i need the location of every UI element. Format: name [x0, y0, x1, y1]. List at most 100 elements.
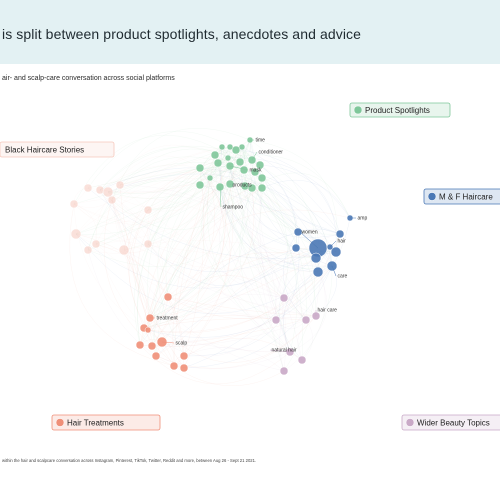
- network-edge: [147, 240, 333, 267]
- network-edge: [229, 183, 315, 372]
- hair-treatments-node: [169, 361, 179, 371]
- network-edge: [107, 155, 221, 193]
- network-edge: [95, 157, 229, 245]
- network-edge: [147, 161, 241, 212]
- network-edge: [147, 146, 223, 331]
- network-edge: [99, 162, 256, 191]
- network-edge: [107, 190, 307, 321]
- cluster-label: M & F Haircare: [439, 193, 493, 202]
- m-f-haircare-node: [310, 252, 322, 264]
- hair-treatments-node: [147, 341, 157, 351]
- network-edge: [199, 167, 277, 321]
- network-edge: [75, 139, 251, 235]
- term-leader-line: [229, 165, 249, 171]
- network-edge: [155, 167, 231, 357]
- network-edge: [259, 164, 333, 361]
- network-edge: [161, 183, 231, 343]
- footnote: within the hair and scalpcare conversati…: [2, 458, 257, 463]
- network-edge: [167, 296, 317, 319]
- network-edge: [119, 148, 263, 186]
- network-edge: [155, 315, 317, 369]
- term-label: shampoo: [223, 205, 244, 211]
- network-edge: [201, 146, 277, 321]
- product-spotlights-node: [206, 174, 214, 182]
- network-edge: [75, 233, 319, 289]
- network-edge: [239, 161, 285, 299]
- network-edge: [161, 319, 277, 343]
- network-edge: [259, 177, 307, 321]
- network-edge: [183, 247, 319, 369]
- network-edge: [123, 175, 246, 251]
- network-edge: [75, 157, 229, 235]
- network-edge: [95, 243, 317, 318]
- network-edge: [151, 177, 263, 347]
- term-label: time: [256, 138, 266, 144]
- network-edge: [99, 165, 231, 194]
- network-edge: [173, 146, 223, 367]
- term-leader-line: [229, 183, 232, 186]
- network-edge: [147, 187, 253, 331]
- network-edge: [183, 347, 285, 372]
- network-edge: [127, 157, 229, 329]
- network-edge: [75, 146, 223, 235]
- cluster-pill-hair-treatments: Hair Treatments: [51, 414, 161, 431]
- network-edge: [95, 243, 185, 357]
- network-edge: [147, 265, 333, 338]
- network-edge: [95, 146, 231, 245]
- network-edge: [123, 167, 201, 251]
- network-edge: [73, 146, 223, 223]
- network-edge: [261, 187, 317, 317]
- network-edge: [297, 315, 317, 361]
- m-f-haircare-node: [293, 227, 303, 237]
- network-edge: [73, 203, 149, 331]
- network-edge: [315, 247, 337, 317]
- term-label: women: [302, 230, 318, 236]
- network-edge: [217, 162, 317, 317]
- cluster-dot: [353, 105, 363, 115]
- black-haircare-stories-node: [95, 185, 105, 195]
- m-f-haircare-node: [335, 229, 345, 239]
- cluster-pill-wider-beauty-topics: Wider Beauty Topics: [401, 414, 500, 431]
- network-edge: [107, 191, 291, 353]
- term-label: mask: [250, 168, 262, 174]
- network-edge: [259, 187, 277, 321]
- network-edge: [244, 185, 297, 249]
- network-edge: [239, 161, 297, 249]
- network-edge: [147, 146, 243, 211]
- network-edge: [207, 154, 291, 353]
- network-edge: [199, 184, 291, 353]
- wider-beauty-topics-node: [297, 355, 307, 365]
- network-edge: [161, 294, 285, 343]
- network-edge: [111, 199, 157, 357]
- product-spotlights-node: [231, 145, 241, 155]
- network-edge: [167, 233, 341, 319]
- network-edge: [217, 155, 261, 166]
- network-edge: [73, 167, 201, 205]
- cluster-label: Black Haircare Stories: [5, 146, 84, 155]
- term-label: scalp: [176, 341, 188, 347]
- black-haircare-stories-node: [115, 180, 125, 190]
- network-edge: [111, 199, 291, 353]
- network-edge: [87, 187, 337, 259]
- network-edge: [199, 184, 341, 235]
- product-spotlights-node: [195, 163, 205, 173]
- network-edge: [75, 233, 185, 369]
- network-edge: [87, 249, 291, 370]
- network-edge: [214, 154, 307, 321]
- network-edge: [137, 157, 229, 346]
- cluster-dot: [405, 418, 415, 427]
- network-edge: [235, 149, 341, 235]
- network-edge: [278, 257, 317, 361]
- network-edge: [241, 146, 319, 249]
- network-edge: [132, 209, 151, 319]
- network-edge: [149, 177, 263, 319]
- network-edge: [289, 271, 328, 353]
- network-edge: [147, 167, 201, 245]
- network-edge: [227, 157, 351, 219]
- term-leader-line: [161, 341, 175, 344]
- cluster-pill-product-spotlights: Product Spotlights: [349, 102, 451, 118]
- network-edge: [167, 252, 317, 298]
- cluster-label: Hair Treatments: [67, 419, 124, 428]
- network-edge: [87, 165, 231, 251]
- network-edge: [147, 149, 237, 331]
